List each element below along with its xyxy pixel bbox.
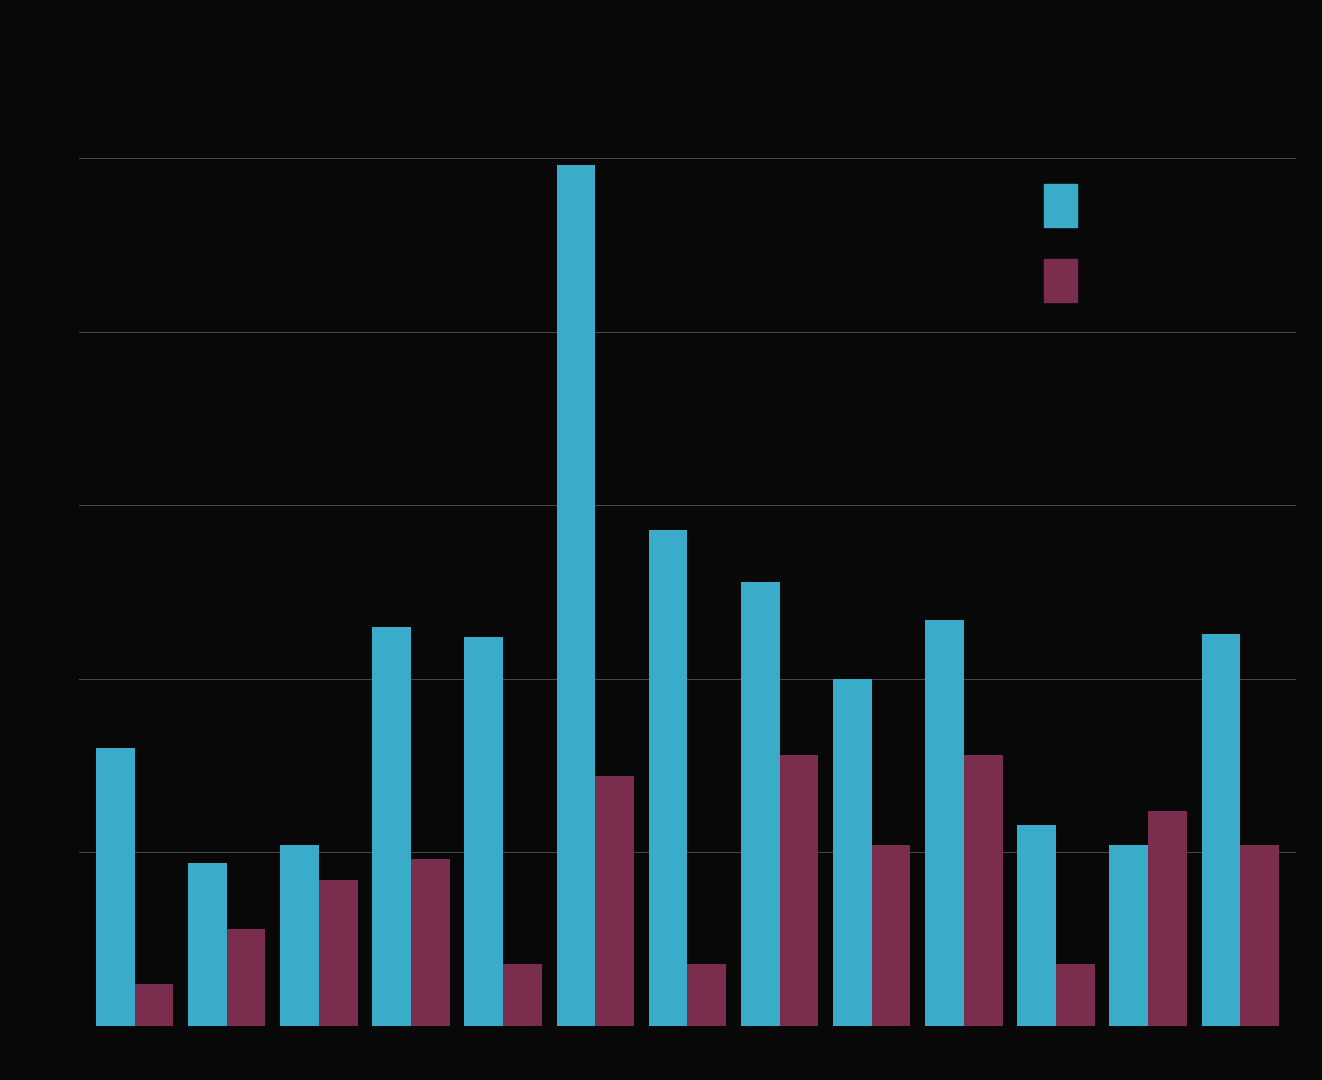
Bar [833,679,871,1026]
Bar [227,929,266,1026]
Bar [595,777,635,1026]
Bar [687,963,726,1026]
Bar [925,620,964,1026]
Bar [97,748,135,1026]
Bar [649,529,687,1026]
Bar [964,755,1002,1026]
Bar [411,860,449,1026]
Bar [1056,963,1095,1026]
Bar [280,846,319,1026]
Bar [871,846,911,1026]
Bar [780,755,818,1026]
Bar [1202,634,1240,1026]
Bar [464,637,504,1026]
Bar [188,863,227,1026]
Bar [1109,846,1147,1026]
Bar [1240,846,1278,1026]
Bar [373,626,411,1026]
Bar [1018,825,1056,1026]
Bar [557,165,595,1026]
Bar [504,963,542,1026]
Bar [135,984,173,1026]
Bar [319,880,357,1026]
Bar [740,582,780,1026]
Bar [1147,811,1187,1026]
